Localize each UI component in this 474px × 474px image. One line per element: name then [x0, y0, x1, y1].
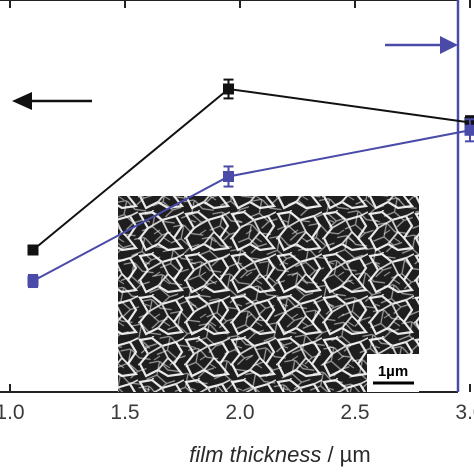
- x-axis-title-main: film thickness: [189, 442, 321, 467]
- series-1-point: [223, 83, 234, 95]
- x-tick-label: 2.0: [225, 401, 254, 424]
- series-2-point: [223, 171, 234, 182]
- scale-bar-label: 1µm: [378, 363, 408, 380]
- series-1-point: [27, 244, 39, 256]
- x-tick-label: 1.0: [0, 401, 25, 424]
- x-axis-title-unit: / µm: [321, 442, 370, 467]
- x-tick-label: 2.5: [340, 401, 369, 424]
- x-tick-label: 1.5: [110, 401, 139, 424]
- scale-bar-box: [367, 354, 419, 392]
- series-2-point: [27, 275, 39, 287]
- right-axis-arrow-head: [440, 36, 458, 54]
- series-2-line: [32, 128, 474, 282]
- left-axis-arrow-head: [12, 92, 32, 110]
- x-tick-label: 3.0: [455, 401, 474, 424]
- x-axis-title: film thickness / µm: [189, 442, 370, 467]
- series-2-point: [464, 124, 474, 136]
- series-1-line: [32, 87, 474, 251]
